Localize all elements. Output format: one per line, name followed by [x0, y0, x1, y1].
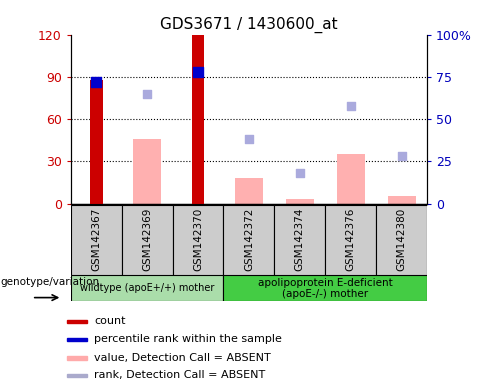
- Point: [398, 153, 406, 159]
- Text: GSM142369: GSM142369: [142, 208, 152, 271]
- Text: GSM142367: GSM142367: [91, 208, 101, 271]
- Bar: [71, 275, 224, 301]
- Text: rank, Detection Call = ABSENT: rank, Detection Call = ABSENT: [94, 370, 265, 380]
- Point: [296, 170, 304, 176]
- Text: GSM142374: GSM142374: [295, 208, 305, 271]
- Bar: [133, 139, 161, 204]
- Text: value, Detection Call = ABSENT: value, Detection Call = ABSENT: [94, 353, 271, 362]
- Bar: [224, 275, 427, 301]
- Bar: [71, 205, 122, 275]
- Text: GSM142370: GSM142370: [193, 208, 203, 271]
- Text: apolipoprotein E-deficient
(apoE-/-) mother: apolipoprotein E-deficient (apoE-/-) mot…: [258, 278, 392, 299]
- Text: GSM142372: GSM142372: [244, 208, 254, 271]
- Point: [143, 91, 151, 97]
- Bar: [286, 199, 314, 204]
- Point: [92, 79, 100, 85]
- Bar: [122, 205, 173, 275]
- Bar: [387, 197, 416, 204]
- Bar: [325, 205, 376, 275]
- Bar: [224, 205, 274, 275]
- Text: wildtype (apoE+/+) mother: wildtype (apoE+/+) mother: [80, 283, 214, 293]
- Bar: [337, 154, 365, 204]
- Bar: [274, 205, 325, 275]
- Bar: [235, 178, 263, 204]
- Bar: [67, 374, 87, 377]
- Text: GSM142380: GSM142380: [397, 208, 407, 271]
- Bar: [67, 320, 87, 323]
- Bar: [67, 356, 87, 360]
- Bar: [376, 205, 427, 275]
- Bar: [90, 79, 102, 204]
- Title: GDS3671 / 1430600_at: GDS3671 / 1430600_at: [160, 17, 338, 33]
- Bar: [192, 35, 204, 204]
- Bar: [67, 338, 87, 341]
- Point: [194, 69, 202, 75]
- Text: GSM142376: GSM142376: [346, 208, 356, 271]
- Text: percentile rank within the sample: percentile rank within the sample: [94, 334, 282, 344]
- Bar: [173, 205, 224, 275]
- Text: count: count: [94, 316, 126, 326]
- Point: [245, 136, 253, 142]
- Point: [347, 103, 355, 109]
- Text: genotype/variation: genotype/variation: [0, 277, 99, 287]
